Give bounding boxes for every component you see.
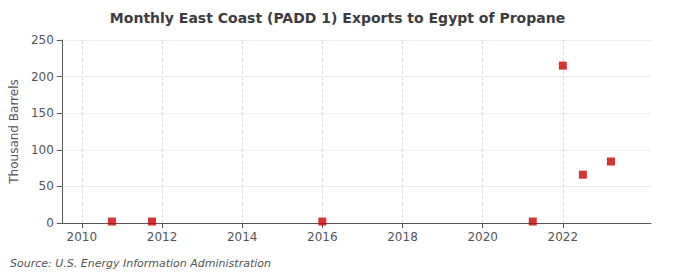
svg-text:0: 0 <box>46 216 54 230</box>
svg-text:2014: 2014 <box>227 230 258 244</box>
svg-text:2010: 2010 <box>67 230 98 244</box>
svg-text:150: 150 <box>31 106 54 120</box>
svg-text:2020: 2020 <box>467 230 498 244</box>
svg-text:2016: 2016 <box>307 230 338 244</box>
svg-text:50: 50 <box>39 179 54 193</box>
svg-text:Monthly East Coast (PADD 1) Ex: Monthly East Coast (PADD 1) Exports to E… <box>110 10 565 26</box>
svg-text:250: 250 <box>31 33 54 47</box>
svg-text:Thousand Barrels: Thousand Barrels <box>7 79 21 184</box>
svg-text:2018: 2018 <box>387 230 418 244</box>
svg-text:2012: 2012 <box>147 230 178 244</box>
svg-text:200: 200 <box>31 70 54 84</box>
svg-text:100: 100 <box>31 143 54 157</box>
svg-text:2022: 2022 <box>548 230 579 244</box>
svg-text:Source: U.S. Energy Informatio: Source: U.S. Energy Information Administ… <box>10 257 271 270</box>
